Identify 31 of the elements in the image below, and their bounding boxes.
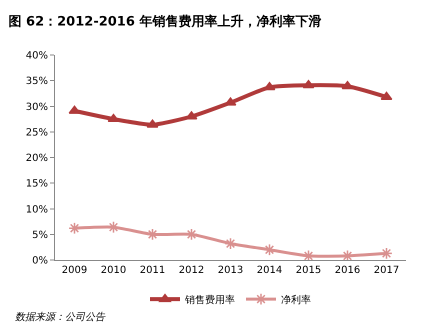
legend-label: 净利率	[281, 294, 311, 306]
point	[146, 119, 158, 128]
point	[68, 106, 80, 114]
y-tick-label: 0%	[32, 256, 48, 266]
y-tick-label: 30%	[26, 102, 48, 113]
y-tick-label: 40%	[26, 50, 48, 62]
point	[224, 97, 236, 106]
x-tick-label: 2011	[140, 265, 166, 276]
x-tick-label: 2013	[218, 265, 244, 276]
y-tick-label: 5%	[32, 230, 48, 241]
x-tick-label: 2015	[296, 265, 322, 276]
point	[380, 92, 392, 100]
point	[224, 237, 237, 250]
x-tick-label: 2014	[256, 265, 282, 276]
x-tick-label: 2017	[374, 265, 400, 276]
point	[263, 244, 276, 256]
y-tick-label: 15%	[26, 178, 48, 190]
x-tick-label: 2012	[178, 265, 204, 276]
y-tick-label: 25%	[26, 127, 48, 138]
legend-label: 销售费用率	[184, 294, 235, 306]
chart-title: 图 62：2012-2016 年销售费用率上升，净利率下滑	[8, 14, 322, 30]
point	[108, 114, 120, 122]
point	[302, 80, 314, 88]
y-tick-label: 10%	[26, 204, 48, 216]
x-tick-label: 2010	[100, 265, 126, 276]
x-tick-label: 2009	[62, 265, 88, 276]
x-tick-label: 2016	[334, 265, 360, 276]
y-tick-label: 20%	[26, 153, 48, 164]
y-tick-label: 35%	[26, 76, 48, 88]
point	[342, 81, 354, 90]
source-note: 数据来源：公司公告	[15, 311, 106, 323]
